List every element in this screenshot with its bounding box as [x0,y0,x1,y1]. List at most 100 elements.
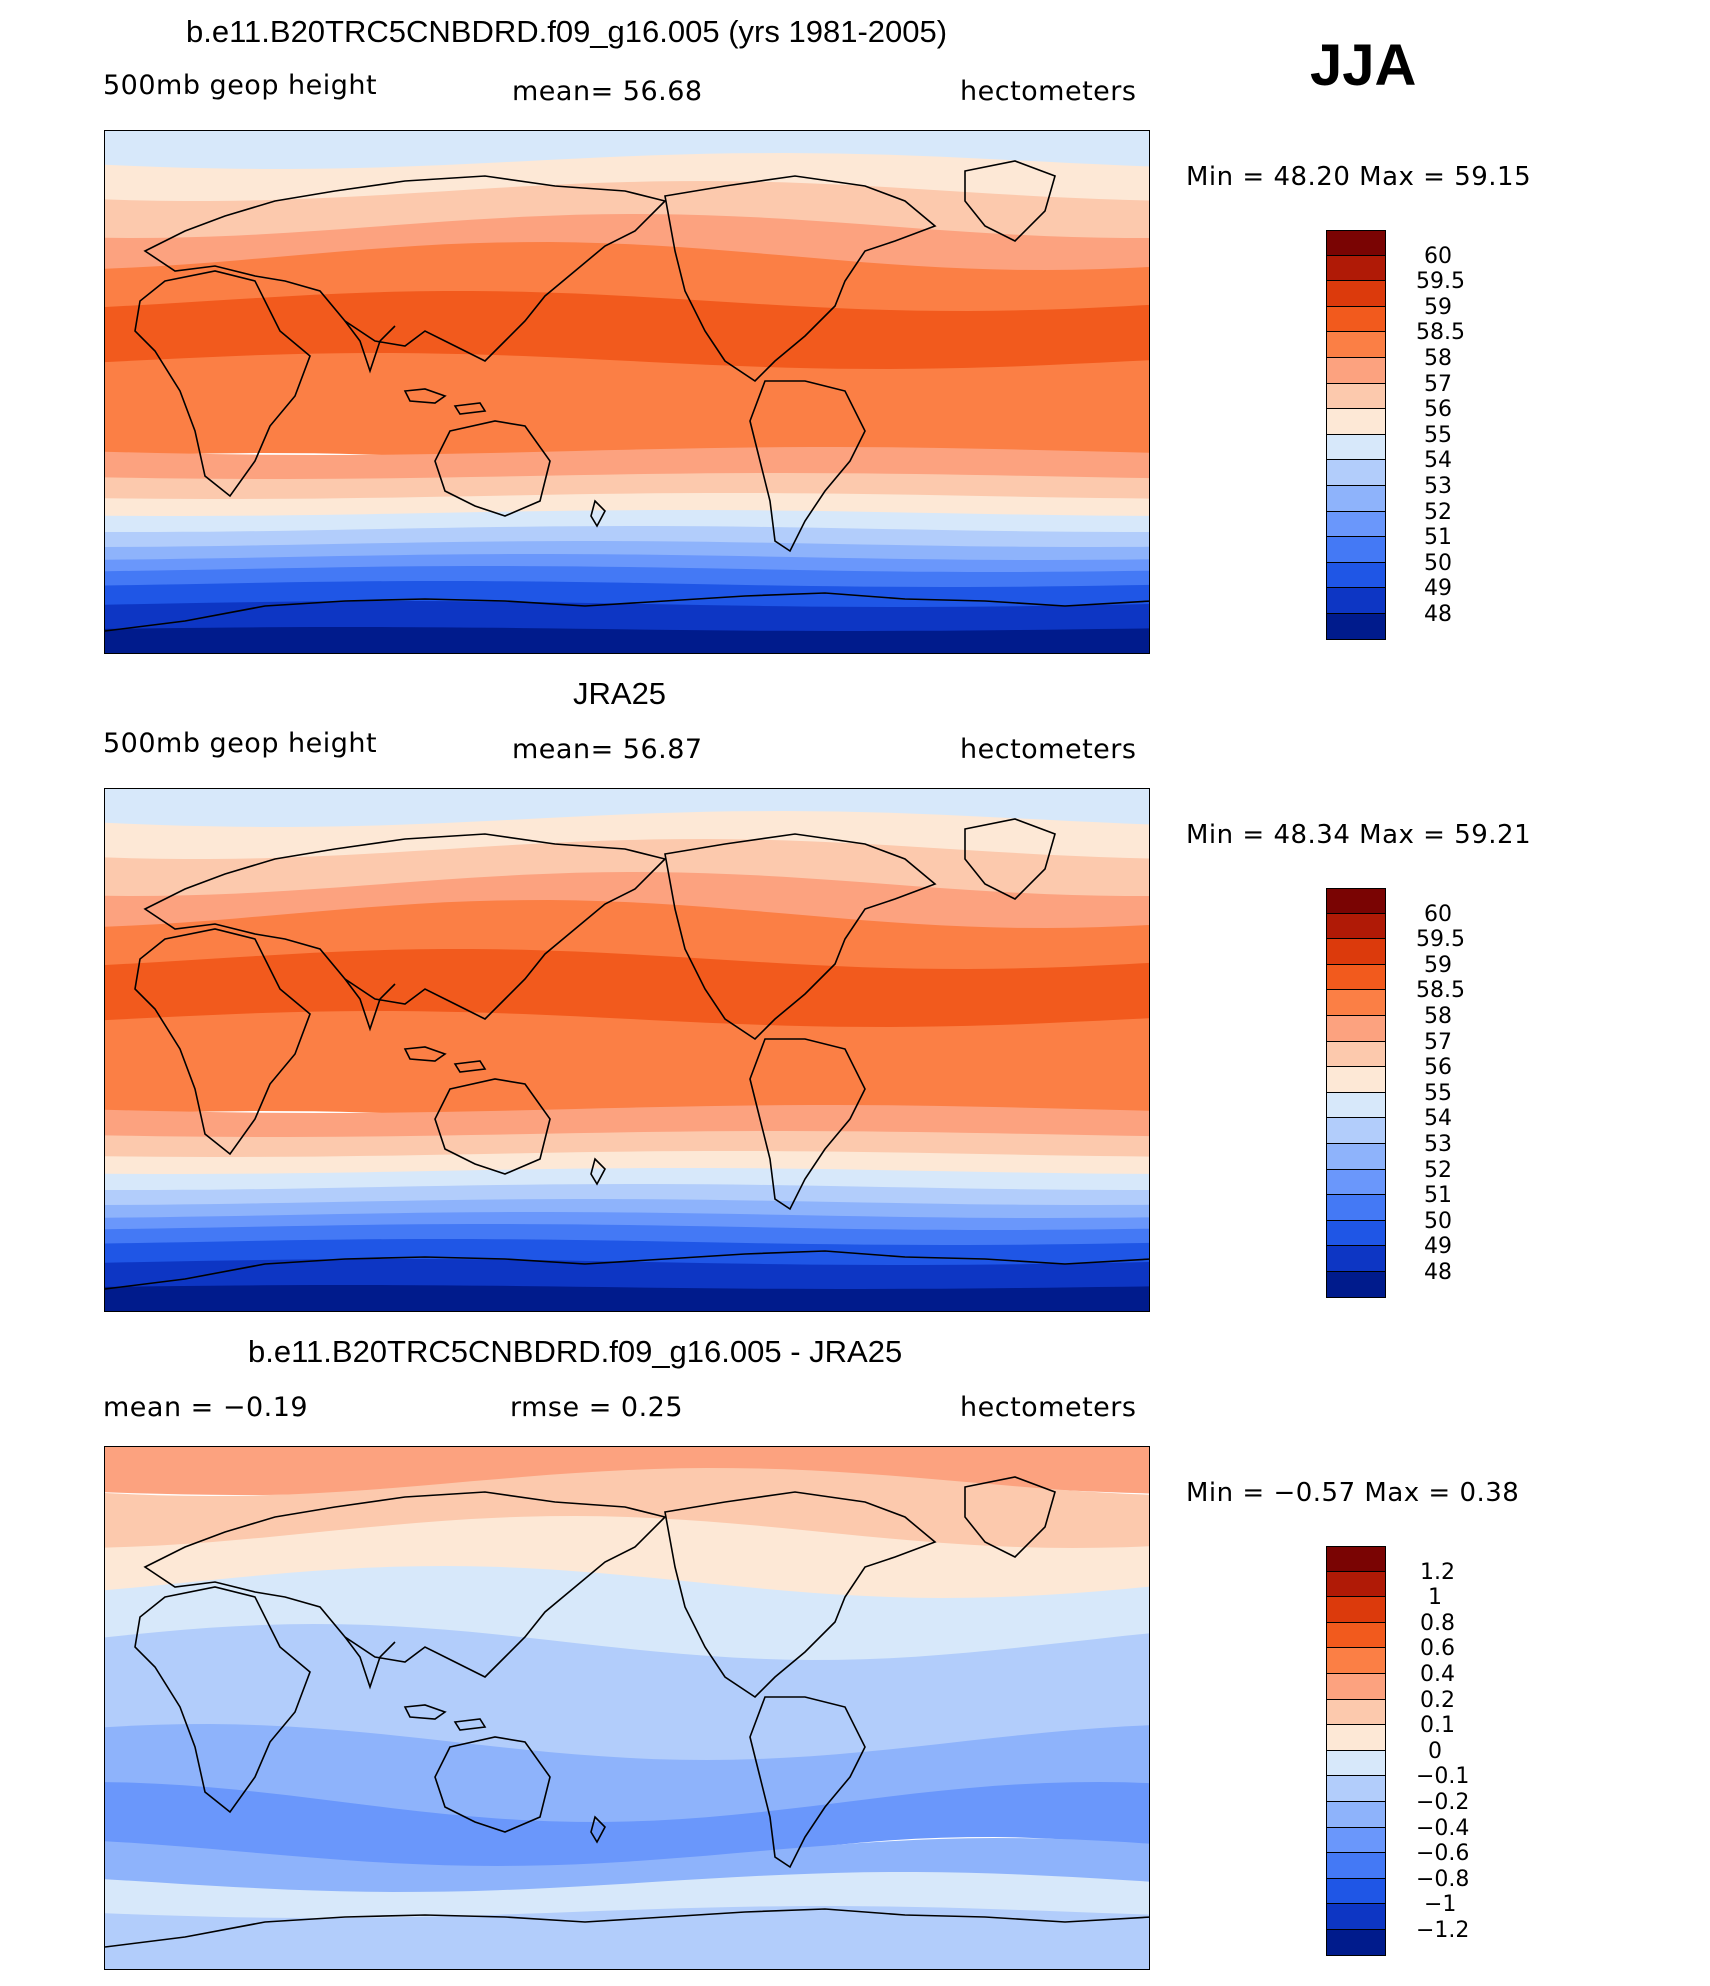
colorbar-swatch [1326,1220,1386,1247]
colorbar-label: 49 [1424,576,1452,602]
colorbar-label: 58 [1424,346,1452,371]
panel-title: JRA25 [573,676,667,711]
panel-title: b.e11.B20TRC5CNBDRD.f09_g16.005 (yrs 198… [186,14,948,49]
colorbar-label: 0 [1428,1738,1442,1764]
colorbar-swatch [1326,1195,1386,1221]
colorbar-label: 60 [1424,901,1452,927]
colorbar-swatch [1326,1118,1386,1144]
colorbar-label: −0.1 [1416,1764,1470,1790]
season-label: JJA [1310,33,1417,98]
colorbar-label: 58.5 [1416,320,1465,346]
colorbar-label: 59.5 [1416,269,1465,295]
colorbar-swatch [1326,1092,1386,1119]
colorbar-label: 56 [1424,397,1452,423]
colorbar-label: 53 [1424,474,1452,499]
colorbar-label: 50 [1424,1208,1452,1234]
panel-center-label: rmse = 0.25 [510,1392,684,1423]
colorbar-label: 55 [1424,422,1452,448]
colorbar-swatch [1326,1853,1386,1879]
colorbar-label: −0.2 [1416,1790,1470,1815]
colorbar-frame [1326,230,1386,640]
colorbar-swatch [1326,1546,1386,1572]
colorbar-swatch [1326,1016,1386,1042]
colorbar-swatch [1326,1597,1386,1623]
colorbar-label: 0.1 [1420,1713,1455,1739]
colorbar-swatch [1326,990,1386,1016]
colorbar-swatch [1326,913,1386,940]
colorbar-label: 50 [1424,550,1452,576]
min-max-readout: Min = 48.34 Max = 59.21 [1186,820,1532,850]
colorbar-label: 53 [1424,1132,1452,1157]
colorbar-label: −1 [1424,1892,1457,1918]
colorbar-frame [1326,1546,1386,1956]
colorbar-label: 54 [1424,1106,1452,1132]
colorbar-swatch [1326,460,1386,486]
colorbar-label: 59.5 [1416,927,1465,953]
panel-center-label: mean= 56.68 [512,76,703,107]
colorbar-swatch [1326,358,1386,384]
colorbar-label: −1.2 [1416,1918,1470,1943]
colorbar: 1.2 1 0.8 0.6 0.4 0.2 0.1 0 −0.1 −0.2 −0.4 −0.6 −0.8… [1326,1546,1469,1956]
colorbar-swatch [1326,939,1386,965]
min-max-readout: Min = 48.20 Max = 59.15 [1186,162,1532,192]
colorbar-label: 48 [1424,1260,1452,1285]
colorbar-swatch [1326,230,1386,256]
colorbar-label: 1.2 [1420,1559,1455,1585]
colorbar-swatch [1326,1169,1386,1196]
colorbar-label: 1 [1428,1585,1442,1611]
colorbar-swatch [1326,1246,1386,1272]
colorbar-swatch [1326,1041,1386,1068]
colorbar-swatch [1326,486,1386,512]
colorbar-swatch [1326,964,1386,991]
colorbar-label: 0.6 [1420,1636,1455,1662]
colorbar-label: −0.4 [1416,1815,1470,1841]
colorbar-swatch [1326,562,1386,589]
colorbar-label: 59 [1424,952,1452,978]
colorbar-swatch [1326,306,1386,333]
colorbar-label: −0.8 [1416,1866,1470,1892]
colorbar-swatch [1326,1067,1386,1093]
difference-map [104,1446,1150,1970]
colorbar-label: 57 [1424,371,1452,397]
panel-title: b.e11.B20TRC5CNBDRD.f09_g16.005 - JRA25 [248,1334,903,1369]
colorbar-swatch [1326,409,1386,435]
colorbar-swatch [1326,255,1386,282]
colorbar-swatch [1326,511,1386,538]
colorbar-swatch [1326,588,1386,614]
panel-center-label: mean= 56.87 [512,734,703,765]
colorbar-frame [1326,888,1386,1298]
colorbar-swatch [1326,1802,1386,1828]
colorbar-swatch [1326,1571,1386,1598]
colorbar-swatch [1326,1144,1386,1170]
colorbar-swatch [1326,1878,1386,1905]
colorbar-swatch [1326,1699,1386,1726]
colorbar-label: 58 [1424,1004,1452,1029]
panel-units-label: hectometers [960,76,1137,107]
panel-left-label: mean = −0.19 [103,1392,309,1423]
colorbar-label: 59 [1424,294,1452,320]
colorbar-label: 56 [1424,1055,1452,1081]
colorbar-label: 54 [1424,448,1452,474]
colorbar-label: 55 [1424,1080,1452,1106]
colorbar-label: 60 [1424,243,1452,269]
colorbar-label: 51 [1424,1183,1452,1209]
colorbar-label: 52 [1424,1157,1452,1183]
colorbar-swatch [1326,614,1386,640]
colorbar: 60 59.5 59 58.5 58 57 56 55 54 53 52 51 50 49 48 [1326,888,1465,1298]
reanalysis-map [104,788,1150,1312]
colorbar-swatch [1326,1725,1386,1751]
colorbar-label: 57 [1424,1029,1452,1055]
colorbar-label: 0.2 [1420,1687,1455,1713]
colorbar-swatch [1326,383,1386,410]
colorbar-swatch [1326,1622,1386,1649]
colorbar-swatch [1326,1827,1386,1854]
colorbar-label: 49 [1424,1234,1452,1260]
colorbar: 60 59.5 59 58.5 58 57 56 55 54 53 52 51 50 49 48 [1326,230,1465,640]
colorbar-swatch [1326,537,1386,563]
colorbar-label: −0.6 [1416,1841,1470,1867]
colorbar-label: 48 [1424,602,1452,627]
colorbar-swatch [1326,1776,1386,1802]
panel-left-label: 500mb geop height [103,728,378,759]
colorbar-swatch [1326,332,1386,358]
colorbar-label: 51 [1424,525,1452,551]
